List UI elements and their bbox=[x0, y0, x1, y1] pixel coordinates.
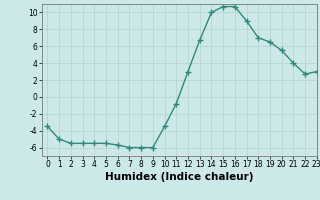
X-axis label: Humidex (Indice chaleur): Humidex (Indice chaleur) bbox=[105, 172, 253, 182]
